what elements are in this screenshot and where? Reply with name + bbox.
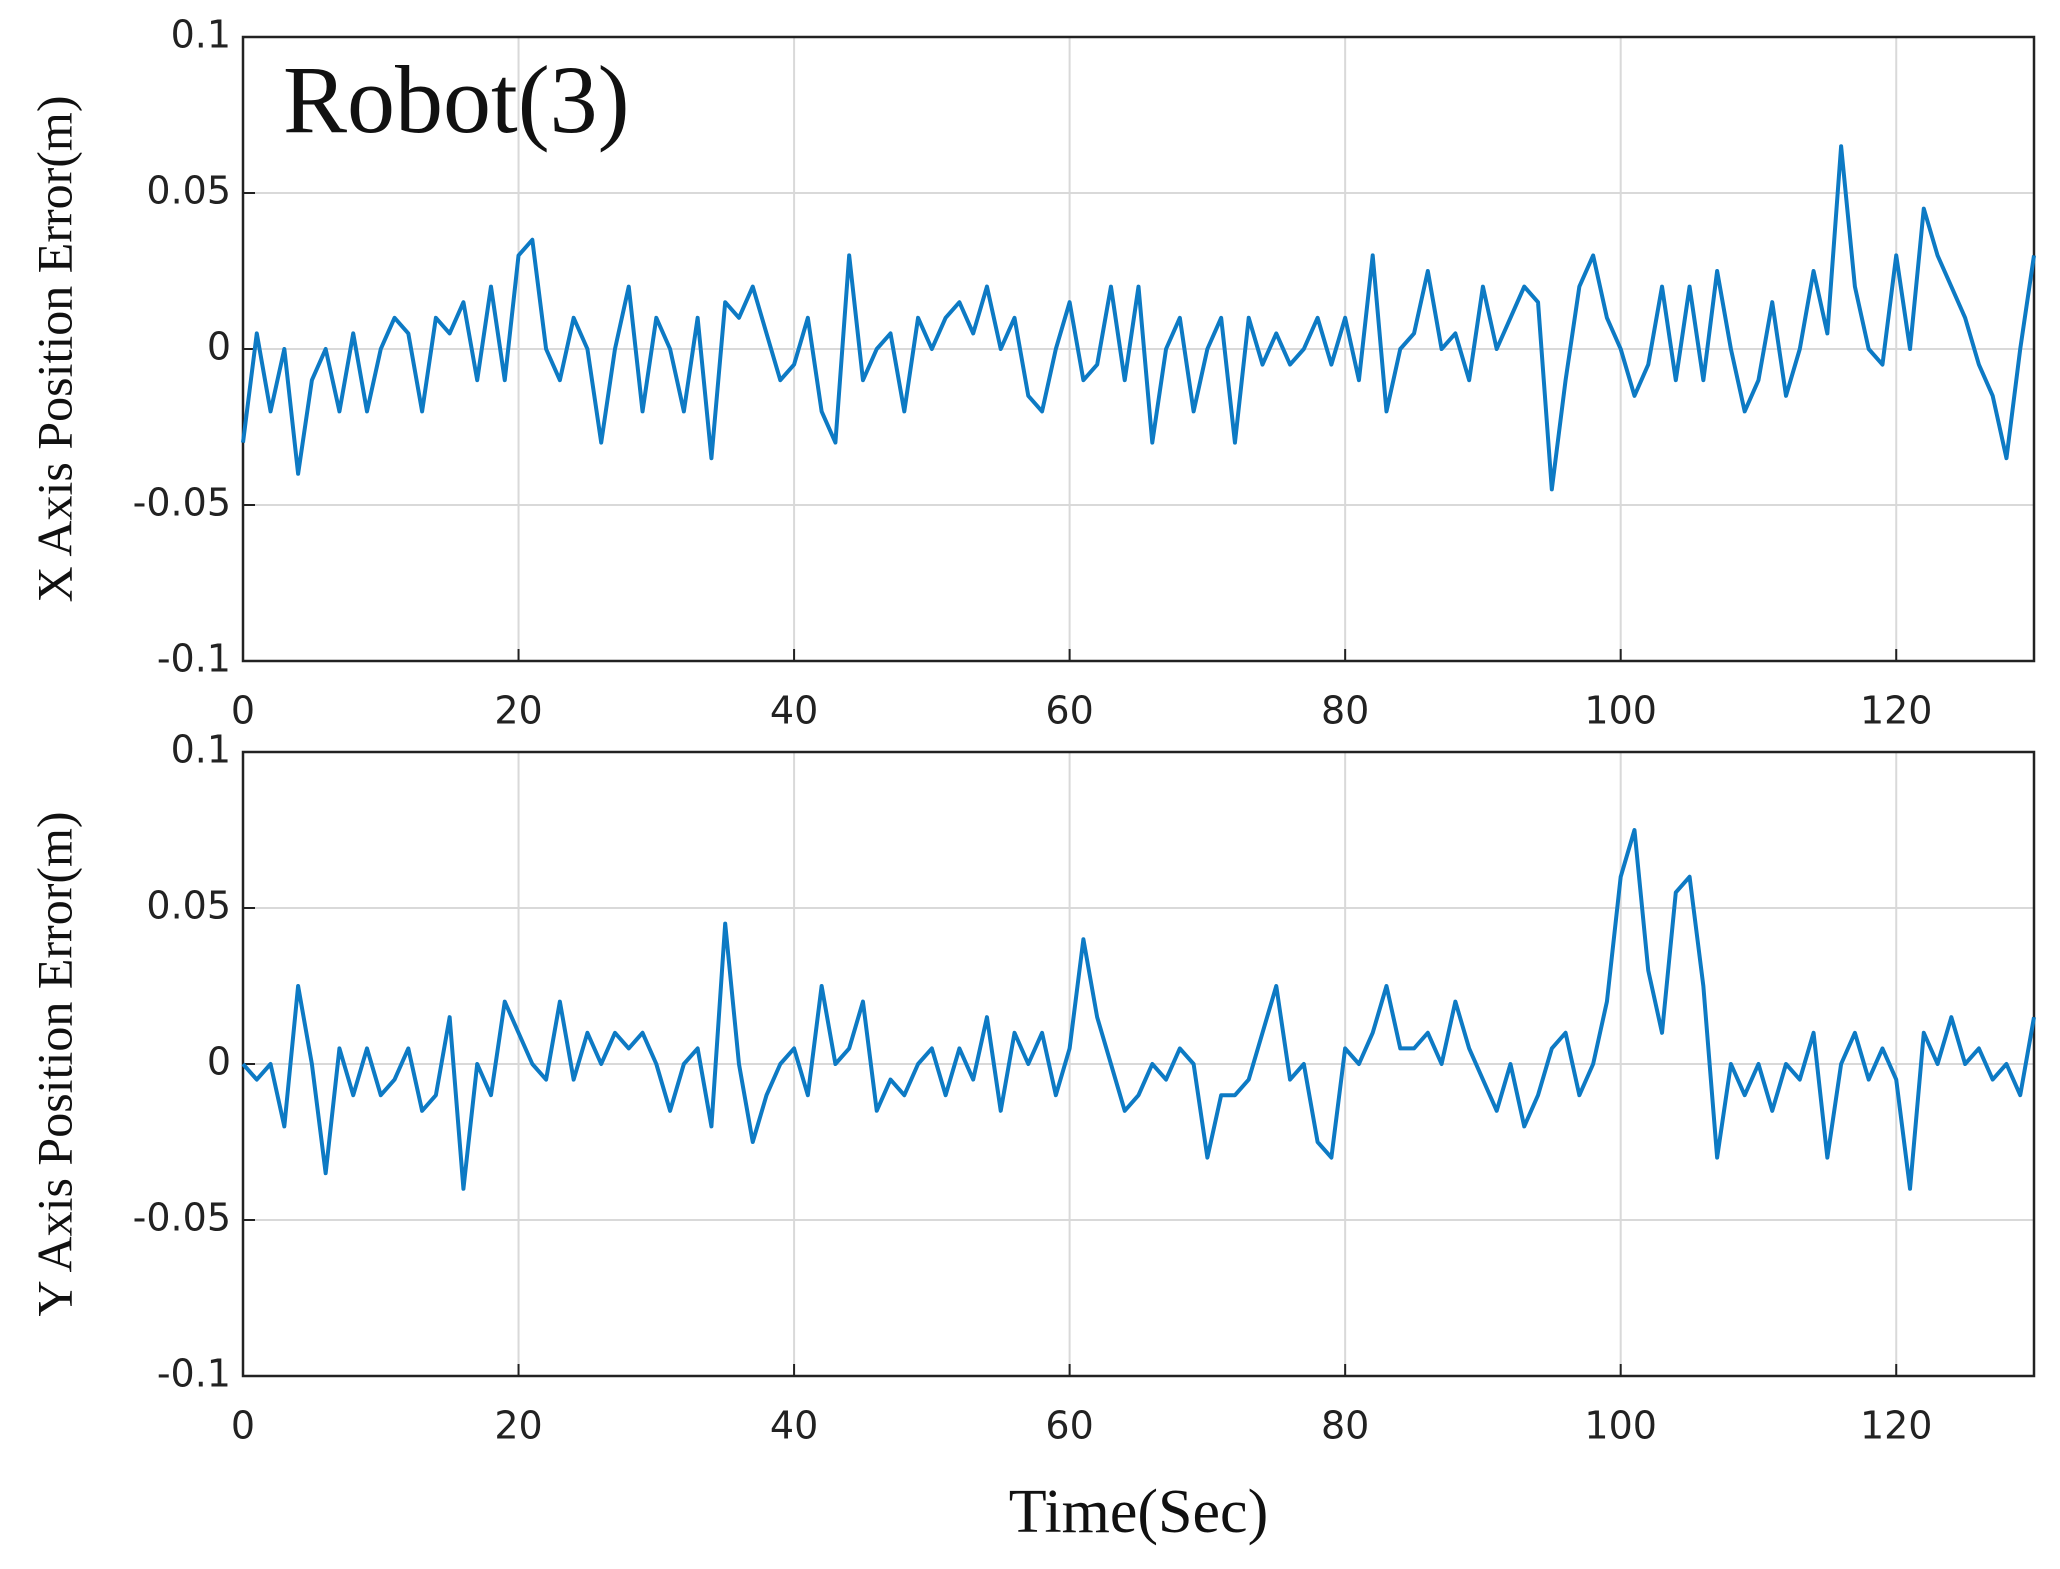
y-axis-label: X Axis Position Error(m): [26, 96, 82, 603]
x-tick-label: 20: [494, 689, 542, 733]
x-tick-label: 60: [1045, 1404, 1093, 1448]
x-tick-label: 0: [231, 1404, 255, 1448]
x-tick-label: 80: [1321, 689, 1369, 733]
x-tick-label: 120: [1860, 689, 1933, 733]
y-tick-label: 0.1: [171, 13, 231, 57]
data-line: [241, 828, 2036, 1191]
axes-frame: [241, 35, 2036, 663]
y-axis-label: Y Axis Position Error(m): [26, 811, 82, 1316]
x-tick-label: 40: [770, 689, 818, 733]
x-tick-label: 40: [770, 1404, 818, 1448]
y-tick-label: 0.05: [146, 169, 231, 213]
y-tick-label: 0.05: [146, 884, 231, 928]
x-tick-label: 0: [231, 689, 255, 733]
x-tick-label: 80: [1321, 1404, 1369, 1448]
y-tick-label: 0.1: [171, 728, 231, 772]
y-tick-label: -0.1: [157, 637, 231, 681]
annotation: Robot(3): [283, 46, 630, 153]
y-tick-label: -0.05: [133, 1196, 231, 1240]
x-tick-label: 120: [1860, 1404, 1933, 1448]
y-tick-label: -0.1: [157, 1352, 231, 1396]
data-line: [241, 144, 2036, 492]
x-tick-label: 60: [1045, 689, 1093, 733]
x-tick-label: 20: [494, 1404, 542, 1448]
x-tick-label: 100: [1584, 1404, 1657, 1448]
y-tick-label: 0: [207, 1040, 231, 1084]
x-tick-label: 100: [1584, 689, 1657, 733]
x-axis-label: Time(Sec): [1009, 1478, 1268, 1546]
y-tick-label: -0.05: [133, 481, 231, 525]
y-tick-label: 0: [207, 325, 231, 369]
